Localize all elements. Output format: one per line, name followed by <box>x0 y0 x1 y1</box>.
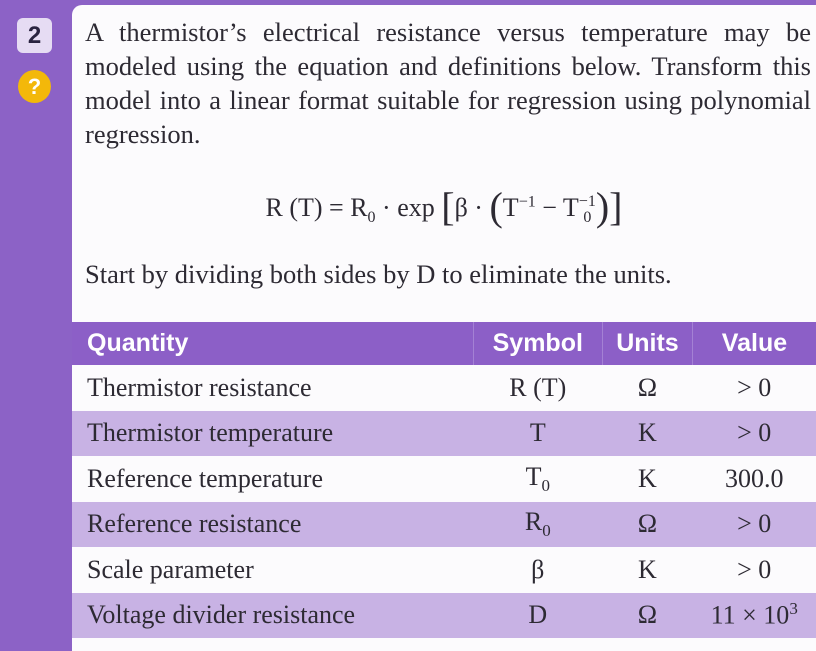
cell-subscript: 0 <box>542 521 551 541</box>
cell-text: T <box>525 461 542 491</box>
equation: R (T) = R0 · exp [β · (T−1 − T −1 0)] <box>72 183 816 230</box>
eq-part: β · <box>454 193 483 222</box>
table-cell: T0 <box>473 456 602 502</box>
hint-button[interactable]: ? <box>18 70 51 103</box>
cell-text: > 0 <box>737 509 772 539</box>
table-cell: Reference resistance <box>72 501 474 547</box>
question-number: 2 <box>17 18 52 53</box>
table-cell: > 0 <box>692 501 816 547</box>
table-row: Voltage divider resistance D Ω 11 × 103 <box>72 592 816 638</box>
table-cell: Reference temperature <box>87 463 324 493</box>
definitions-table: Quantity Symbol Units Value Thermistor resi… <box>72 322 816 638</box>
table-row: Reference resistance R0 Ω > 0 <box>72 501 816 547</box>
eq-part: 0 <box>367 209 376 227</box>
table-cell: Ω <box>602 501 693 547</box>
column-header: Units <box>601 322 693 365</box>
cell-text: R <box>524 507 543 537</box>
eq-part: 0 <box>583 209 592 227</box>
eq-part: R (T) = R <box>265 193 368 222</box>
eq-part: [ <box>441 184 455 229</box>
table-row: Reference temperature T0 K 300.0 <box>72 456 816 502</box>
table-row: Scale parameter β K > 0 <box>72 547 816 593</box>
column-header: Symbol <box>472 322 603 365</box>
question-panel: A thermistor’s electrical resistance ver… <box>72 5 816 651</box>
cell-text: D <box>528 600 548 630</box>
table-cell: Scale parameter <box>87 554 254 584</box>
table-cell: > 0 <box>692 410 816 456</box>
eq-part: − T <box>542 193 579 222</box>
cell-text: 300.0 <box>724 463 784 493</box>
table-cell: K <box>602 410 693 456</box>
table-cell: Voltage divider resistance <box>72 592 474 638</box>
cell-text: > 0 <box>737 418 772 448</box>
column-header: Value <box>691 322 816 365</box>
cell-text: > 0 <box>737 372 772 402</box>
eq-part: T <box>502 193 519 222</box>
table-cell: > 0 <box>692 365 816 411</box>
table-cell: 11 × 103 <box>692 592 816 638</box>
eq-part: ) <box>595 184 610 229</box>
question-text: A thermistor’s electrical resistance ver… <box>85 17 811 149</box>
table-cell: > 0 <box>692 547 816 593</box>
table-cell: Ω <box>637 372 658 402</box>
cell-superscript: 3 <box>789 599 798 619</box>
table-row: Thermistor resistance R (T) Ω > 0 <box>72 365 816 411</box>
eq-part: −1 <box>578 193 596 211</box>
column-header: Quantity <box>72 322 474 365</box>
table-cell: Thermistor resistance <box>87 372 312 402</box>
table-row: Thermistor temperature T K > 0 <box>72 410 816 456</box>
cell-text: > 0 <box>737 554 772 584</box>
table-cell: K <box>638 463 657 493</box>
cell-text: β <box>531 554 545 584</box>
instruction: Start by dividing both sides by D to eli… <box>85 259 672 289</box>
table-cell: T <box>473 410 603 456</box>
table-cell: 300.0 <box>692 456 816 502</box>
eq-part: ] <box>609 184 623 229</box>
table-cell: Thermistor temperature <box>72 410 474 456</box>
eq-part: ( <box>489 184 503 229</box>
table-cell: R (T) <box>473 365 602 411</box>
cell-text: R (T) <box>509 372 567 402</box>
table-cell: Ω <box>602 592 693 638</box>
table-cell: D <box>473 592 603 638</box>
eq-part: · exp <box>382 193 435 222</box>
table-cell: R0 <box>473 501 603 547</box>
eq-part: −1 <box>518 193 536 211</box>
cell-text: T <box>529 418 546 448</box>
cell-text: 11 × 10 <box>710 601 790 631</box>
table-cell: β <box>473 547 602 593</box>
table-cell: K <box>638 554 657 584</box>
cell-subscript: 0 <box>541 475 550 495</box>
